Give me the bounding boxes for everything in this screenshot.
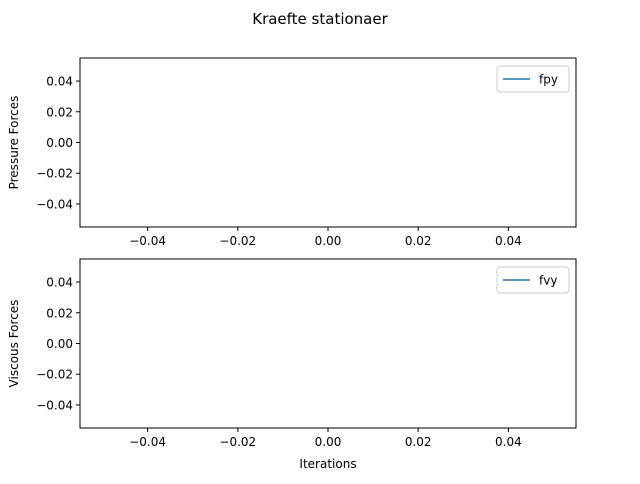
plot-area-frame <box>79 57 577 228</box>
legend-label-fpy: fpy <box>539 73 558 87</box>
y-tick-label: 0.02 <box>46 306 73 320</box>
subplot-1: −0.04 −0.02 0.00 0.02 0.04 0.04 0.02 0.00 −0.02 −… <box>7 57 577 248</box>
x-axis-label: Iterations <box>299 457 356 471</box>
legend: fpy <box>496 65 570 93</box>
legend: fvy <box>496 266 570 294</box>
subplot-2: −0.04 −0.02 0.00 0.02 0.04 0.04 0.02 0.00 −0.02 −… <box>7 258 577 471</box>
x-tick-label: −0.02 <box>219 234 256 248</box>
plot-area-frame <box>79 258 577 429</box>
y-tick-label: 0.02 <box>46 105 73 119</box>
y-axis-label: Pressure Forces <box>7 96 21 190</box>
legend-box <box>496 266 570 294</box>
x-tick-label: 0.00 <box>315 234 342 248</box>
x-tick-label: −0.04 <box>129 435 166 449</box>
y-tick-label: 0.00 <box>46 337 73 351</box>
legend-box <box>496 65 570 93</box>
y-tick-label: −0.04 <box>36 398 73 412</box>
x-tick-label: 0.00 <box>315 435 342 449</box>
x-tick-label: 0.02 <box>405 435 432 449</box>
y-tick-label: 0.04 <box>46 276 73 290</box>
subplots: −0.04 −0.02 0.00 0.02 0.04 0.04 0.02 0.00 −0.02 −… <box>7 57 577 471</box>
x-tick-label: −0.02 <box>219 435 256 449</box>
legend-label-fvy: fvy <box>539 274 557 288</box>
x-tick-label: −0.04 <box>129 234 166 248</box>
x-tick-label: 0.02 <box>405 234 432 248</box>
figure-title: Kraefte stationaer <box>252 10 388 28</box>
y-tick-label: −0.02 <box>36 167 73 181</box>
y-tick-label: −0.04 <box>36 197 73 211</box>
y-axis-label: Viscous Forces <box>7 300 21 388</box>
x-tick-label: 0.04 <box>495 234 522 248</box>
y-tick-label: 0.04 <box>46 75 73 89</box>
y-tick-label: −0.02 <box>36 368 73 382</box>
y-tick-label: 0.00 <box>46 136 73 150</box>
x-tick-label: 0.04 <box>495 435 522 449</box>
